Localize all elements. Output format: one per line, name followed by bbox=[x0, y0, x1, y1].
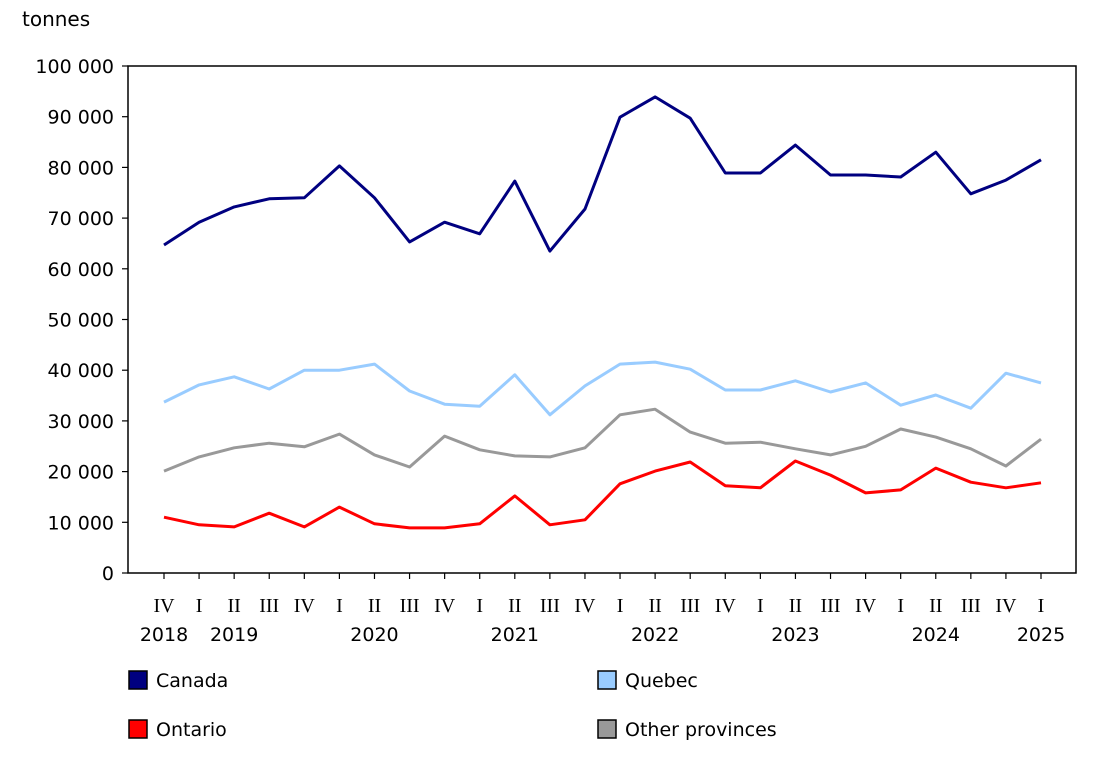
x-tick-label-year: 2019 bbox=[210, 624, 258, 646]
series-line-ontario bbox=[163, 459, 1042, 530]
x-tick-label-quarter: I bbox=[897, 595, 904, 617]
x-tick-label-quarter: II bbox=[368, 595, 381, 617]
y-tick-label: 20 000 bbox=[48, 462, 114, 484]
legend-label: Canada bbox=[156, 670, 228, 692]
x-tick-label-quarter: IV bbox=[153, 595, 175, 617]
x-tick-label-year: 2018 bbox=[140, 624, 188, 646]
x-tick-label-quarter: II bbox=[648, 595, 661, 617]
x-tick-label-quarter: IV bbox=[715, 595, 737, 617]
series-line-other-provinces bbox=[163, 407, 1042, 473]
legend-label: Quebec bbox=[625, 670, 698, 692]
x-tick-label-quarter: II bbox=[929, 595, 942, 617]
x-tick-label-year: 2022 bbox=[631, 624, 679, 646]
series-line-canada bbox=[163, 95, 1042, 253]
x-tick-label-quarter: IV bbox=[995, 595, 1017, 617]
x-tick-label-quarter: I bbox=[617, 595, 624, 617]
x-tick-label-quarter: I bbox=[336, 595, 343, 617]
x-tick-label-quarter: III bbox=[961, 595, 981, 617]
x-tick-label-year: 2024 bbox=[912, 624, 960, 646]
x-tick-label-quarter: III bbox=[400, 595, 420, 617]
x-tick-label-quarter: I bbox=[476, 595, 483, 617]
y-tick-label: 60 000 bbox=[48, 259, 114, 281]
y-tick-label: 30 000 bbox=[48, 411, 114, 433]
legend-item: Other provinces bbox=[597, 719, 777, 741]
x-tick-label-year: 2020 bbox=[350, 624, 398, 646]
legend-swatch bbox=[597, 719, 617, 739]
legend-item: Canada bbox=[128, 670, 228, 692]
y-tick-label: 50 000 bbox=[48, 310, 114, 332]
x-tick-label-quarter: II bbox=[508, 595, 521, 617]
y-tick-label: 90 000 bbox=[48, 107, 114, 129]
legend-label: Other provinces bbox=[625, 719, 777, 741]
x-tick-label-quarter: I bbox=[757, 595, 764, 617]
x-tick-label-quarter: IV bbox=[574, 595, 596, 617]
y-tick-label: 0 bbox=[102, 563, 114, 585]
y-axis-label: tonnes bbox=[22, 7, 90, 31]
x-tick-label-quarter: I bbox=[1038, 595, 1045, 617]
x-tick-label-quarter: III bbox=[540, 595, 560, 617]
legend-item: Ontario bbox=[128, 719, 227, 741]
legend-swatch bbox=[128, 670, 148, 690]
x-tick-label-quarter: IV bbox=[294, 595, 316, 617]
x-tick-label-quarter: I bbox=[196, 595, 203, 617]
y-tick-label: 70 000 bbox=[48, 208, 114, 230]
x-tick-label-quarter: III bbox=[680, 595, 700, 617]
legend-swatch bbox=[597, 670, 617, 690]
y-tick-label: 100 000 bbox=[35, 56, 114, 78]
plot-area bbox=[127, 65, 1077, 574]
x-tick-label-quarter: II bbox=[227, 595, 240, 617]
x-tick-label-quarter: IV bbox=[855, 595, 877, 617]
y-tick-label: 40 000 bbox=[48, 360, 114, 382]
series-line-quebec bbox=[163, 360, 1042, 417]
legend-swatch bbox=[128, 719, 148, 739]
x-tick-label-year: 2025 bbox=[1017, 624, 1065, 646]
x-tick-label-quarter: III bbox=[821, 595, 841, 617]
legend-label: Ontario bbox=[156, 719, 227, 741]
x-tick-label-quarter: II bbox=[789, 595, 802, 617]
y-tick-label: 10 000 bbox=[48, 512, 114, 534]
x-tick-label-year: 2023 bbox=[771, 624, 819, 646]
x-tick-label-quarter: IV bbox=[434, 595, 456, 617]
y-tick-label: 80 000 bbox=[48, 157, 114, 179]
x-tick-label-quarter: III bbox=[259, 595, 279, 617]
x-tick-label-year: 2021 bbox=[491, 624, 539, 646]
legend-item: Quebec bbox=[597, 670, 698, 692]
